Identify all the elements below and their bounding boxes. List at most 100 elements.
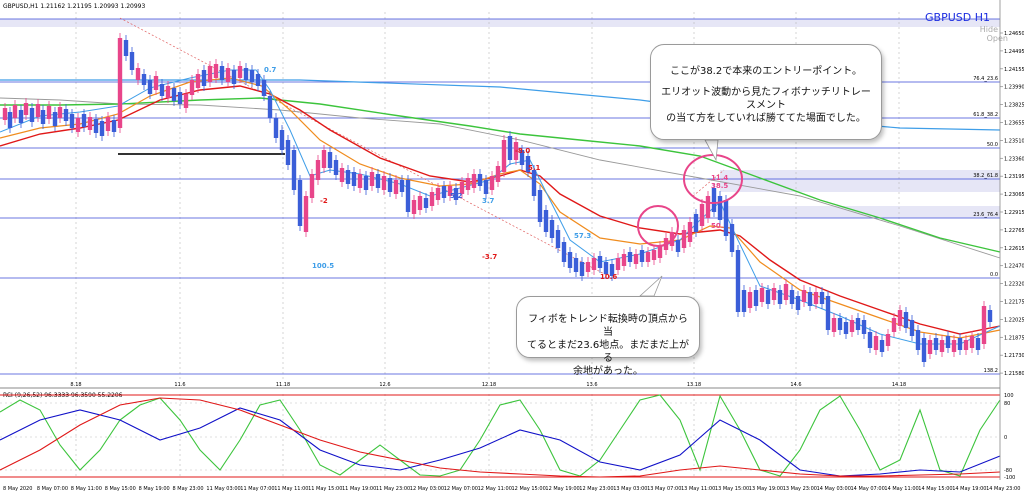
price-label: 1.23195 bbox=[1004, 174, 1024, 180]
fibo-trend-line bbox=[119, 17, 613, 279]
time-label: 8 May 19:00 bbox=[139, 486, 170, 492]
date-label: 8.18 bbox=[70, 382, 81, 388]
open-label[interactable]: Open bbox=[987, 34, 1008, 43]
wave-label: 57.3 bbox=[574, 232, 591, 240]
candle-body bbox=[831, 318, 837, 332]
candle-body bbox=[939, 340, 945, 352]
candle-body bbox=[369, 172, 375, 186]
time-label: 14 May 11:00 bbox=[884, 486, 918, 492]
candle-body bbox=[171, 88, 177, 101]
candle-body bbox=[321, 150, 327, 168]
candle-body bbox=[579, 262, 585, 276]
candle-body bbox=[837, 318, 843, 330]
candle-body bbox=[495, 166, 501, 182]
candle-body bbox=[855, 318, 861, 330]
fibo-38-highlight bbox=[720, 170, 1000, 192]
symbol-title: GBPUSD H1 bbox=[925, 11, 990, 24]
candle-body bbox=[807, 292, 813, 306]
price-label: 1.22915 bbox=[1004, 210, 1024, 216]
candle-body bbox=[945, 336, 951, 348]
candle-body bbox=[459, 182, 465, 194]
time-label: 11 May 03:00 bbox=[206, 486, 240, 492]
candle-body bbox=[699, 204, 705, 226]
hide-label[interactable]: Hide bbox=[980, 25, 998, 34]
wave-label: 50. bbox=[711, 222, 723, 230]
candle-body bbox=[951, 340, 957, 352]
time-label: 13 May 23:00 bbox=[783, 486, 817, 492]
candle-body bbox=[813, 292, 819, 304]
rci-slow-line bbox=[0, 397, 1001, 478]
time-label: 13 May 15:00 bbox=[715, 486, 749, 492]
candle-body bbox=[861, 320, 867, 334]
fibo-23-circle bbox=[637, 205, 679, 247]
candle-body bbox=[7, 112, 13, 128]
candle-body bbox=[483, 180, 489, 194]
candle-body bbox=[291, 150, 297, 190]
time-label: 8 May 07:00 bbox=[37, 486, 68, 492]
fibo-level-label: 76.4_23.6 bbox=[973, 76, 998, 82]
wave-label: 10.6 bbox=[600, 273, 617, 281]
price-label: 1.22765 bbox=[1004, 228, 1024, 234]
time-label: 11 May 15:00 bbox=[308, 486, 342, 492]
candle-body bbox=[345, 170, 351, 184]
time-label: 12 May 03:00 bbox=[410, 486, 444, 492]
wave-label: 5.1 bbox=[528, 164, 541, 172]
candle-body bbox=[741, 290, 747, 312]
candle-body bbox=[525, 156, 531, 172]
candle-body bbox=[963, 340, 969, 350]
wave-label: -3.7 bbox=[482, 253, 497, 261]
price-label: 1.23360 bbox=[1004, 156, 1024, 162]
candle-body bbox=[285, 140, 291, 165]
time-label: 14 May 07:00 bbox=[851, 486, 885, 492]
candle-body bbox=[249, 70, 255, 82]
candle-body bbox=[957, 338, 963, 350]
time-label: 14 May 15:00 bbox=[918, 486, 952, 492]
time-label: 11 May 19:00 bbox=[342, 486, 376, 492]
fibo-callout-line1: フィボをトレンド転換時の頂点から当 bbox=[528, 314, 688, 338]
candle-body bbox=[279, 130, 285, 150]
candle-body bbox=[687, 222, 693, 242]
candle-body bbox=[849, 320, 855, 332]
date-label: 12.6 bbox=[379, 382, 390, 388]
candle-body bbox=[207, 66, 213, 82]
wave-label: 0.7 bbox=[264, 66, 277, 74]
candle-body bbox=[105, 117, 111, 131]
callout-pointer bbox=[638, 275, 663, 297]
entry-point-callout: ここが38.2で本来のエントリーポイント。 エリオット波動から見たフィボナッチリ… bbox=[650, 44, 882, 140]
chart-info-label: GBPUSD,H1 1.21162 1.21195 1.20993 1.2099… bbox=[3, 3, 145, 10]
entry-callout-line2: エリオット波動から見たフィボナッチリトレースメント bbox=[661, 87, 871, 111]
annotations: 0.7 -2 100.5 5.2 3.7 -8.0 5.1 -3.7 57.3 10.6 11.43… bbox=[264, 66, 743, 297]
candle-body bbox=[507, 136, 513, 160]
candle-body bbox=[303, 196, 309, 232]
wave-label: 5.2 bbox=[450, 192, 463, 200]
candle-body bbox=[477, 174, 483, 186]
candle-body bbox=[795, 296, 801, 310]
time-label: 13 May 11:00 bbox=[681, 486, 715, 492]
candle-body bbox=[23, 103, 29, 115]
time-label: 11 May 11:00 bbox=[274, 486, 308, 492]
candle-body bbox=[471, 174, 477, 188]
candle-body bbox=[147, 80, 153, 94]
candle-body bbox=[447, 186, 453, 196]
ma-orange-line bbox=[0, 77, 1001, 339]
candle-body bbox=[819, 292, 825, 304]
rci-level-label: -100 bbox=[1004, 475, 1015, 481]
candle-body bbox=[18, 110, 24, 123]
fibo-level-label: 138.2 bbox=[984, 368, 998, 374]
candle-body bbox=[927, 340, 933, 354]
date-label: 12.18 bbox=[482, 382, 496, 388]
candle-body bbox=[873, 336, 879, 350]
wave-label: 100.5 bbox=[312, 262, 334, 270]
candle-body bbox=[615, 258, 621, 270]
candle-body bbox=[201, 70, 207, 86]
entry-callout-line3: の当て方をしていれば勝ててた場面でした。 bbox=[666, 113, 866, 124]
candle-body bbox=[267, 96, 273, 118]
candle-body bbox=[99, 121, 105, 136]
candle-body bbox=[879, 340, 885, 352]
candle-body bbox=[531, 170, 537, 196]
fibo-level-label: 23.6_76.4 bbox=[973, 212, 998, 218]
candle-body bbox=[351, 172, 357, 186]
time-label: 8 May 2020 bbox=[3, 486, 32, 492]
time-label: 14 May 23:00 bbox=[986, 486, 1020, 492]
candle-body bbox=[645, 252, 651, 262]
